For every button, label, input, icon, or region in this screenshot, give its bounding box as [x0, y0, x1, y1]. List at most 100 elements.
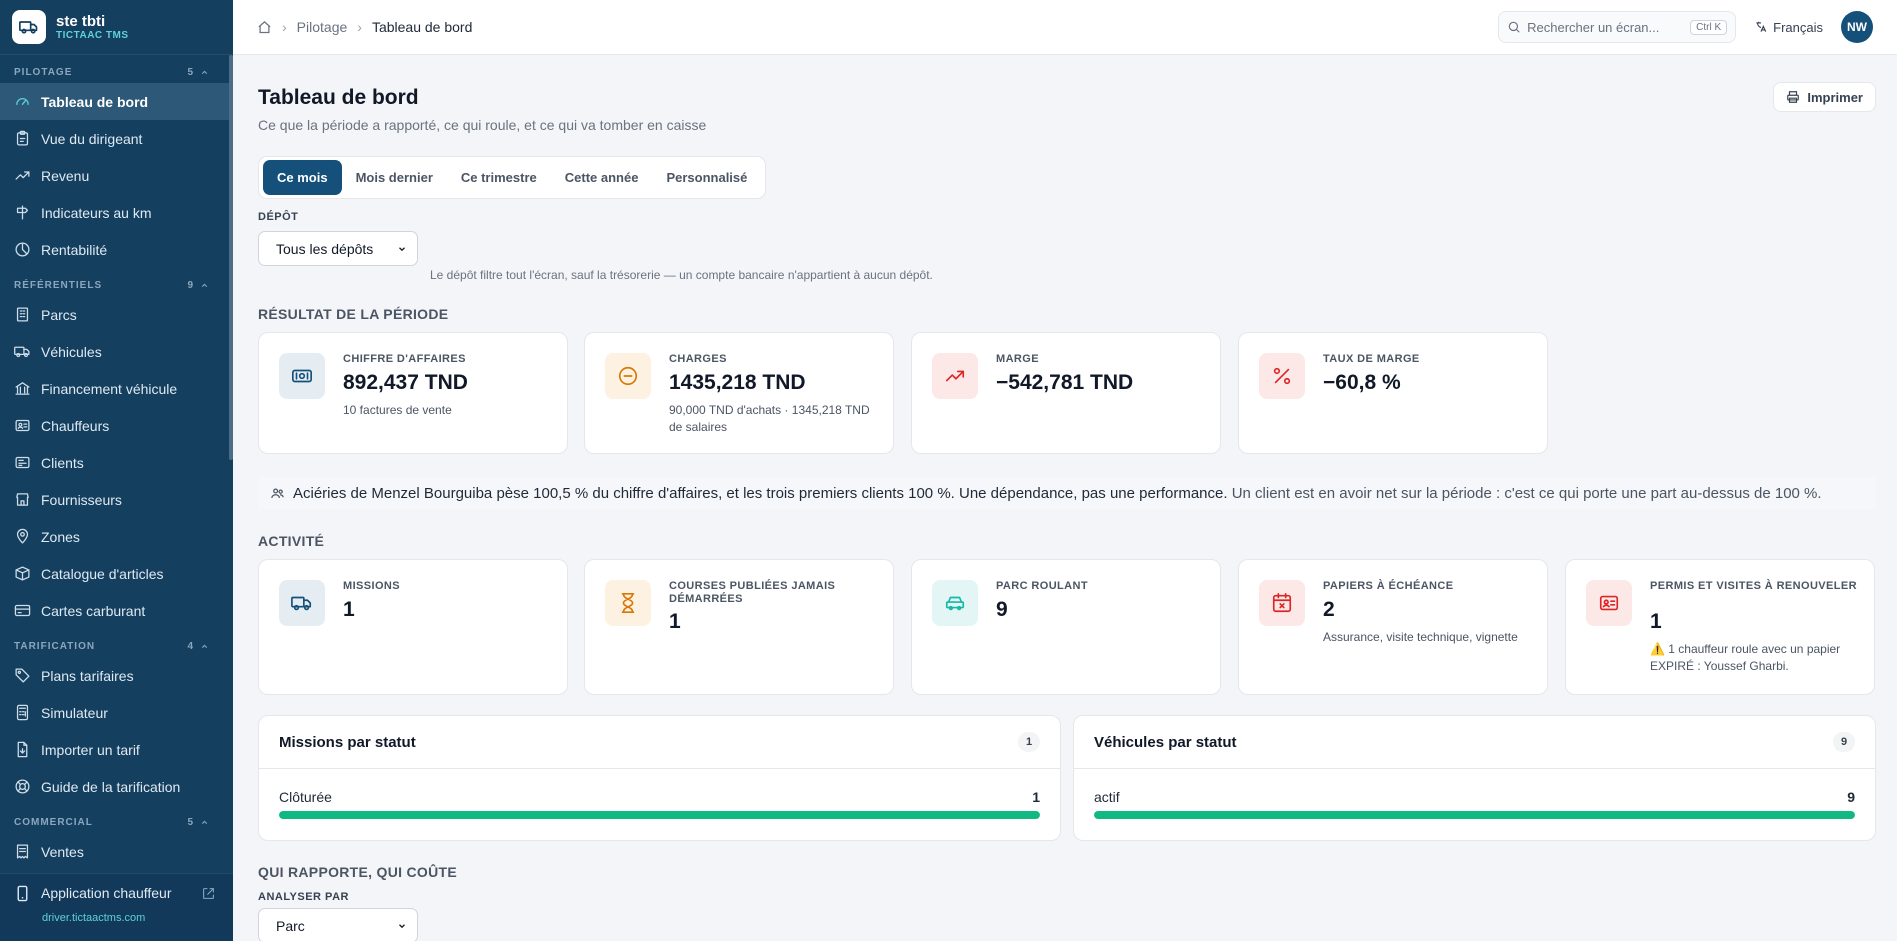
sidebar-item-financement-vehicule[interactable]: Financement véhicule — [0, 370, 233, 407]
banner-muted-text: Un client est en avoir net sur la périod… — [1231, 484, 1822, 502]
depot-select[interactable]: Tous les dépôts — [258, 231, 418, 266]
truck-icon — [14, 346, 30, 358]
print-button[interactable]: Imprimer — [1773, 82, 1876, 112]
kpi-card-charges[interactable]: CHARGES 1435,218 TND 90,000 TND d'achats ·… — [584, 332, 894, 454]
printer-icon — [1787, 91, 1800, 103]
kpi-card-chiffre-d-affaires[interactable]: CHIFFRE D'AFFAIRES 892,437 TND 10 factures… — [258, 332, 568, 454]
sidebar-item-label: Guide de la tarification — [41, 778, 181, 795]
tab-ce-trimestre[interactable]: Ce trimestre — [460, 170, 537, 185]
sidebar-item-label: Indicateurs au km — [41, 204, 152, 221]
chevron-up-icon — [201, 644, 208, 648]
calendar-x-icon — [1272, 593, 1292, 613]
panel-count-badge: 9 — [1833, 732, 1855, 752]
sidebar-item-rentabilite[interactable]: Rentabilité — [0, 231, 233, 268]
kpi-icon-wrap — [932, 353, 978, 399]
kpi-card-missions[interactable]: MISSIONS 1 — [258, 559, 568, 695]
trending-up-icon — [945, 370, 965, 382]
trending-up-icon — [15, 171, 30, 180]
brand[interactable]: ste tbti TICTAAC TMS — [0, 0, 233, 55]
kpi-icon-wrap — [1259, 580, 1305, 626]
sidebar-item-cartes-carburant[interactable]: Cartes carburant — [0, 592, 233, 629]
sidebar-item-vue-du-dirigeant[interactable]: Vue du dirigeant — [0, 120, 233, 157]
section-label: RÉFÉRENTIELS — [14, 279, 103, 291]
sidebar-item-label: Ventes — [41, 843, 84, 860]
sidebar-section-pilotage[interactable]: PILOTAGE 5 — [0, 61, 233, 83]
sidebar-item-guide-de-la-tarification[interactable]: Guide de la tarification — [0, 768, 233, 805]
sidebar-section-tarification[interactable]: TARIFICATION 4 — [0, 635, 233, 657]
sidebar-item-indicateurs-au-km[interactable]: Indicateurs au km — [0, 194, 233, 231]
sidebar-item-ventes[interactable]: Ventes — [0, 833, 233, 870]
sidebar-item-simulateur[interactable]: Simulateur — [0, 694, 233, 731]
contact-card-icon — [15, 456, 30, 469]
avatar[interactable]: NW — [1841, 11, 1873, 43]
kpi-card-taux-de-marge[interactable]: TAUX DE MARGE −60,8 % — [1238, 332, 1548, 454]
sidebar-section-referentiels[interactable]: RÉFÉRENTIELS 9 — [0, 274, 233, 296]
search-input[interactable]: Rechercher un écran... Ctrl K — [1498, 11, 1737, 43]
period-tabs: Ce mois Mois dernier Ce trimestre Cette ann… — [258, 156, 767, 199]
sidebar-section-commercial[interactable]: COMMERCIAL 5 — [0, 811, 233, 833]
sidebar-item-label: Zones — [41, 528, 80, 545]
panel-vehicules-par-statut: Véhicules par statut 9 actif 9 — [1073, 715, 1876, 841]
search-placeholder: Rechercher un écran... — [1527, 19, 1660, 35]
kpi-icon-wrap — [1586, 580, 1632, 626]
lifebuoy-icon — [15, 779, 30, 794]
chevron-right-icon: › — [357, 19, 362, 35]
breadcrumb-pilotage[interactable]: Pilotage — [296, 19, 348, 35]
sidebar-item-zones[interactable]: Zones — [0, 518, 233, 555]
credit-card-icon — [14, 604, 31, 617]
sidebar-item-fournisseurs[interactable]: Fournisseurs — [0, 481, 233, 518]
tab-mois-dernier[interactable]: Mois dernier — [355, 170, 433, 185]
kpi-value: 2 — [1323, 598, 1335, 621]
section-label: COMMERCIAL — [14, 816, 93, 828]
sidebar-item-plans-tarifaires[interactable]: Plans tarifaires — [0, 657, 233, 694]
sidebar-item-tableau-de-bord[interactable]: Tableau de bord — [0, 83, 233, 120]
page-title: Tableau de bord — [258, 86, 419, 109]
panel-title: Véhicules par statut — [1094, 733, 1237, 751]
sidebar-item-parcs[interactable]: Parcs — [0, 296, 233, 333]
building-icon — [16, 307, 29, 322]
external-link-icon — [203, 887, 214, 899]
driver-app-link[interactable]: Application chauffeur — [0, 874, 233, 912]
calculator-icon — [16, 704, 29, 721]
kpi-title: CHARGES — [669, 353, 727, 365]
driver-app-label: Application chauffeur — [41, 885, 172, 901]
banknote-icon — [292, 369, 312, 383]
sidebar-item-importer-un-tarif[interactable]: Importer un tarif — [0, 731, 233, 768]
kpi-card-permis-et-visites-a-renouveler[interactable]: PERMIS ET VISITES À RENOUVELER 1 ⚠️ 1 chau… — [1565, 559, 1875, 695]
sidebar-item-label: Plans tarifaires — [41, 667, 134, 684]
kpi-subtext: 90,000 TND d'achats · 1345,218 TND de sa… — [669, 403, 870, 434]
sidebar-item-vehicules[interactable]: Véhicules — [0, 333, 233, 370]
sidebar-item-revenu[interactable]: Revenu — [0, 157, 233, 194]
sidebar-item-clients[interactable]: Clients — [0, 444, 233, 481]
kpi-value: −542,781 TND — [996, 371, 1134, 394]
sidebar-item-label: Chauffeurs — [41, 417, 110, 434]
analysis-select[interactable]: Parc — [258, 908, 418, 941]
status-label: Clôturée — [279, 789, 332, 805]
status-bar-fill — [1094, 811, 1855, 819]
kpi-card-papiers-a-echeance[interactable]: PAPIERS À ÉCHÉANCE 2 Assurance, visite tec… — [1238, 559, 1548, 695]
map-pin-icon — [16, 528, 29, 544]
language-switcher[interactable]: Français — [1754, 20, 1823, 35]
status-row: actif 9 — [1074, 769, 1875, 819]
kpi-card-marge[interactable]: MARGE −542,781 TND — [911, 332, 1221, 454]
driver-app-url[interactable]: driver.tictaactms.com — [42, 912, 146, 924]
kpi-card-parc-roulant[interactable]: PARC ROULANT 9 — [911, 559, 1221, 695]
sidebar-item-label: Parcs — [41, 306, 77, 323]
home-icon[interactable] — [257, 20, 272, 35]
banner-main-text: Aciéries de Menzel Bourguiba pèse 100,5 … — [293, 484, 1228, 502]
sidebar-item-label: Revenu — [41, 167, 90, 184]
sidebar-item-catalogue-d-articles[interactable]: Catalogue d'articles — [0, 555, 233, 592]
tab-ce-mois[interactable]: Ce mois — [263, 160, 342, 195]
tab-personnalise[interactable]: Personnalisé — [666, 170, 748, 185]
gauge-icon — [16, 98, 29, 105]
activity-section-title: ACTIVITÉ — [258, 533, 325, 549]
kpi-card-courses-publiees-jamais-demarrees[interactable]: COURSES PUBLIÉES JAMAIS DÉMARRÉES 1 — [584, 559, 894, 695]
kpi-value: 1 — [1650, 610, 1662, 633]
result-section-title: RÉSULTAT DE LA PÉRIODE — [258, 306, 449, 322]
sidebar-scrollbar[interactable] — [229, 55, 233, 460]
chevron-up-icon — [201, 820, 208, 824]
sidebar-item-chauffeurs[interactable]: Chauffeurs — [0, 407, 233, 444]
sidebar-item-label: Clients — [41, 454, 84, 471]
section-count: 4 — [187, 640, 194, 652]
tab-cette-annee[interactable]: Cette année — [564, 170, 639, 185]
